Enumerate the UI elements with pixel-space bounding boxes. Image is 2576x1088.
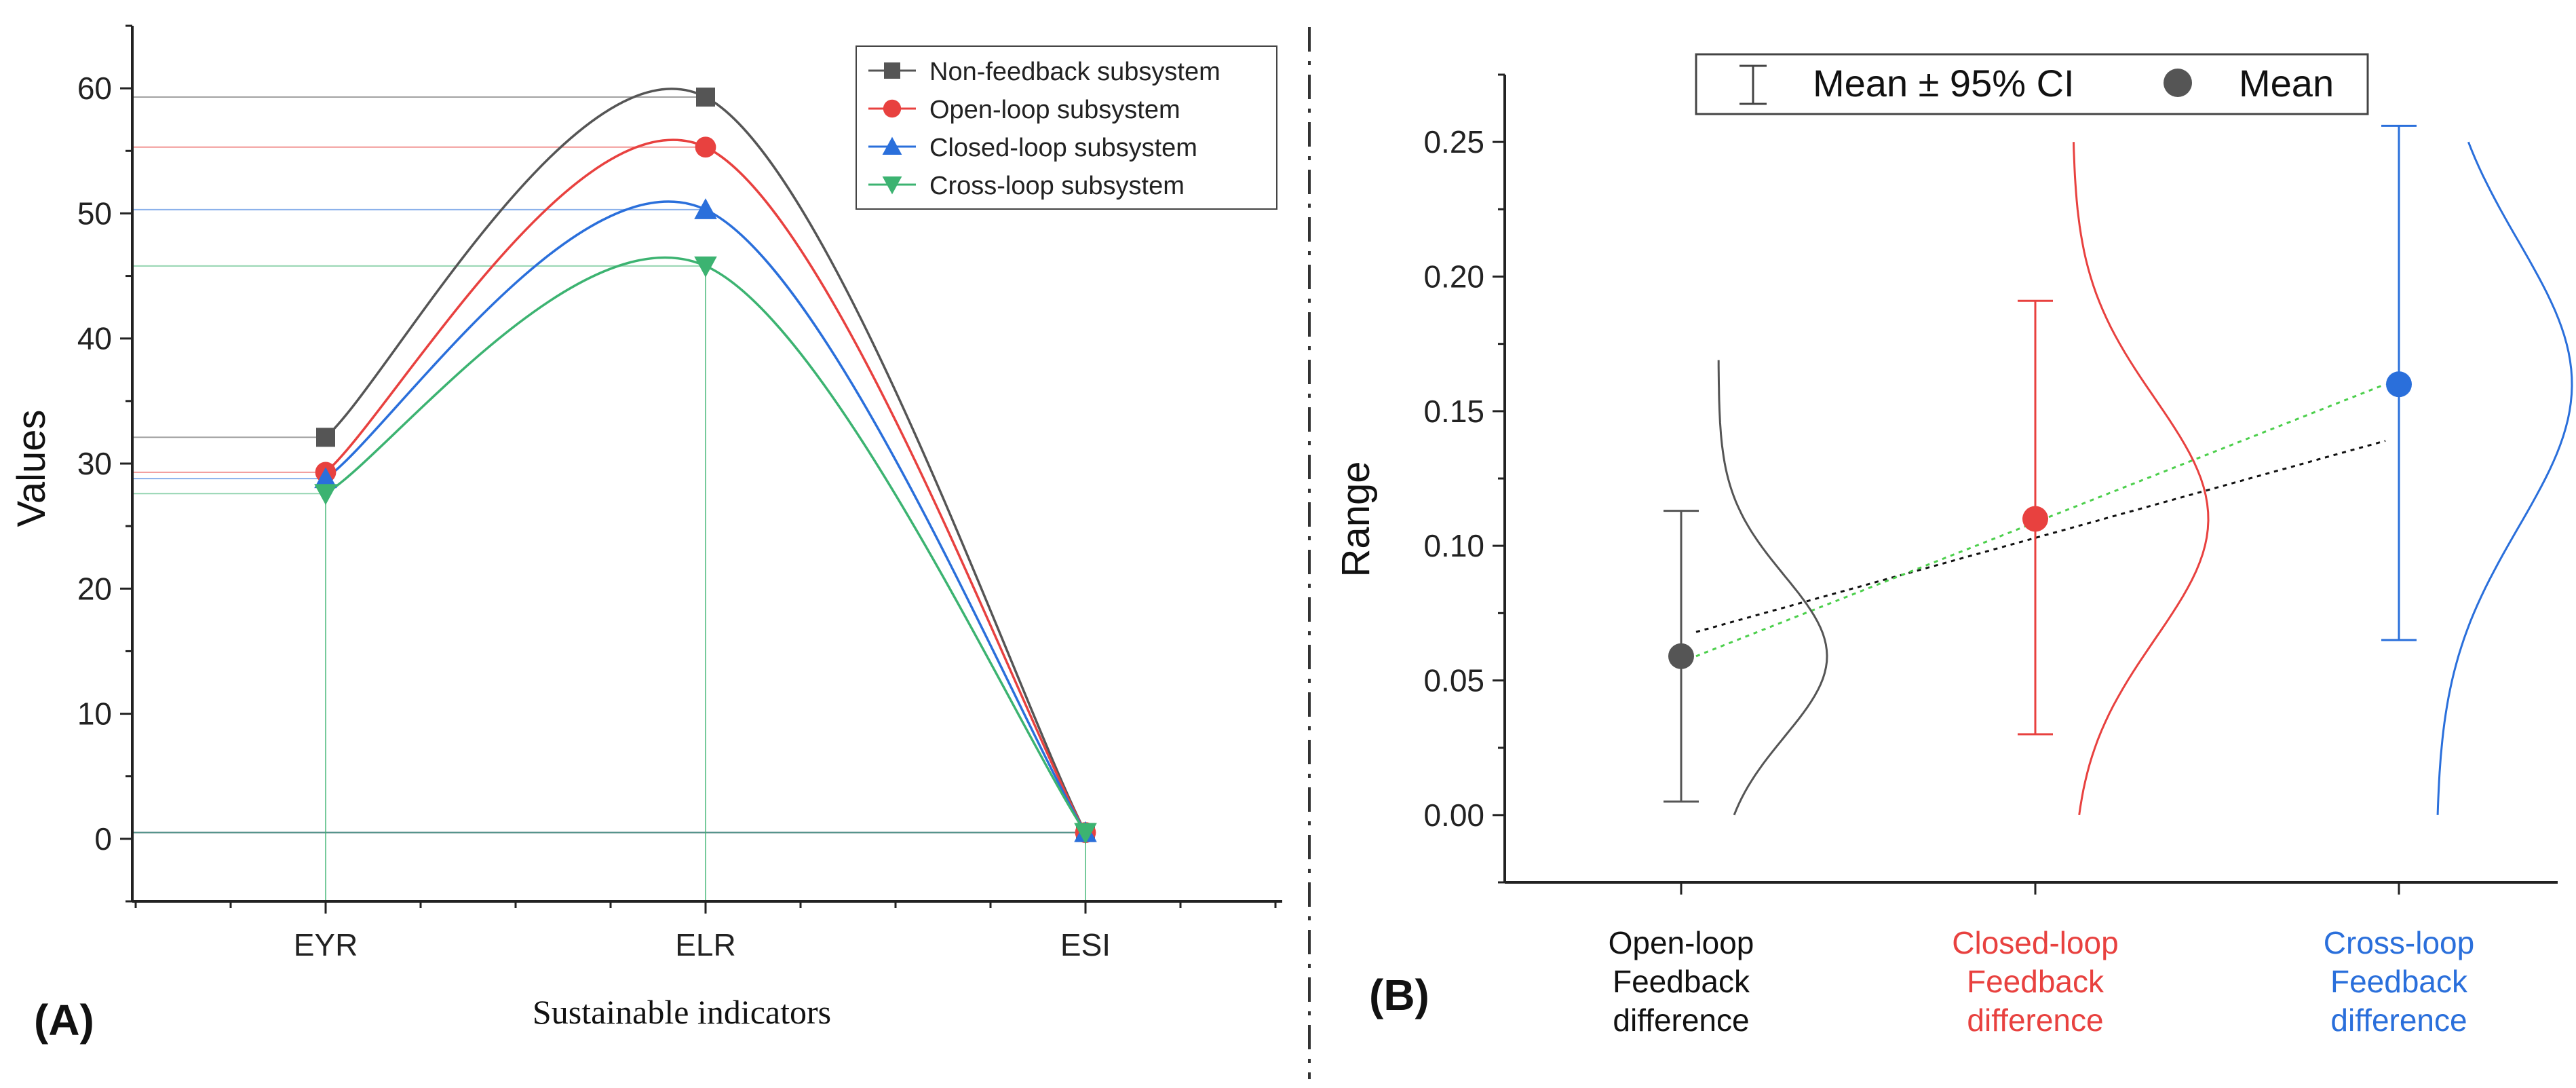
b-legend: Mean ± 95% CI Mean	[1695, 53, 2369, 115]
a-series-line-closed-loop-subsystem	[324, 200, 1087, 833]
a-legend-label-cross-loop-subsystem: Cross-loop subsystem	[929, 172, 1185, 200]
a-point-cross-loop-subsystem-esi	[1074, 823, 1097, 844]
a-x-tick-label: ELR	[675, 927, 735, 962]
b-legend-mean-label: Mean	[2239, 62, 2334, 105]
b-x-category-label-open-loop: Feedback	[1613, 964, 1750, 999]
a-x-tick-label: EYR	[294, 927, 358, 962]
a-legend-marker-closed-loop-subsystem	[882, 136, 902, 155]
a-axes: 0 10 20 30 40 50 60 EYR ELR ESI	[77, 24, 1282, 962]
b-x-category-label-closed-loop: Feedback	[1967, 964, 2104, 999]
b-y-tick-label: 0.05	[1423, 663, 1484, 698]
a-point-non-feedback-subsystem-elr	[696, 88, 715, 107]
b-distributions	[1717, 141, 2573, 816]
a-point-closed-loop-subsystem-elr	[694, 198, 717, 219]
b-distribution-curve-closed-loop	[2073, 142, 2210, 816]
a-y-axis-label: Values	[9, 409, 54, 527]
b-y-tick-label: 0.00	[1423, 798, 1484, 833]
b-x-category-label-closed-loop: Closed-loop	[1952, 925, 2118, 960]
b-means	[1668, 371, 2412, 669]
b-x-category-labels: Open-loopFeedbackdifferenceClosed-loopFe…	[1609, 925, 2475, 1038]
a-legend: Non-feedback subsystem Open-loop subsyste…	[856, 45, 1277, 210]
a-point-open-loop-subsystem-elr	[695, 136, 716, 158]
a-legend-label-closed-loop-subsystem: Closed-loop subsystem	[929, 134, 1197, 162]
b-mean-point-open-loop	[1668, 643, 1694, 669]
a-x-tick-label: ESI	[1060, 927, 1111, 962]
b-y-tick-label: 0.10	[1423, 528, 1484, 563]
b-y-tick-label: 0.15	[1423, 394, 1484, 429]
a-y-tick-label: 0	[94, 821, 112, 857]
b-legend-errorbar-label: Mean ± 95% CI	[1813, 62, 2075, 105]
a-y-tick-label: 20	[77, 571, 112, 606]
a-point-closed-loop-subsystem-eyr	[314, 467, 337, 489]
a-legend-label-open-loop-subsystem: Open-loop subsystem	[929, 96, 1180, 124]
b-x-category-label-cross-loop: Feedback	[2330, 964, 2468, 999]
a-x-axis-label: Sustainable indicators	[533, 993, 831, 1031]
a-legend-label-non-feedback-subsystem: Non-feedback subsystem	[929, 58, 1220, 86]
b-y-axis-label: Range	[1334, 462, 1378, 578]
a-markers	[314, 88, 1097, 844]
a-point-non-feedback-subsystem-eyr	[316, 428, 335, 447]
b-x-category-label-cross-loop: difference	[2330, 1002, 2467, 1038]
b-legend-mean-marker	[2164, 69, 2192, 97]
b-distribution-curve-open-loop	[1717, 360, 1828, 816]
b-y-tick-label: 0.25	[1423, 124, 1484, 160]
b-distribution-curve-cross-loop	[2436, 141, 2573, 815]
a-curves	[324, 88, 1087, 833]
panel-b: 0.00 0.05 0.10 0.15 0.20 0.25 Open-loop Feedba…	[1334, 53, 2573, 1038]
b-x-category-label-cross-loop: Cross-loop	[2324, 925, 2474, 960]
b-x-category-label-open-loop: difference	[1613, 1002, 1749, 1038]
a-series-line-cross-loop-subsystem	[325, 256, 1087, 833]
a-point-cross-loop-subsystem-elr	[694, 256, 717, 278]
a-series-line-non-feedback-subsystem	[324, 88, 1087, 833]
a-series-line-open-loop-subsystem	[324, 138, 1087, 833]
a-legend-marker-non-feedback-subsystem	[884, 62, 900, 79]
panel-label-b: (B)	[1369, 971, 1429, 1019]
b-y-tick-label: 0.20	[1423, 259, 1484, 295]
b-x-category-label-closed-loop: difference	[1967, 1002, 2103, 1038]
b-legend-box	[1695, 53, 2369, 115]
a-y-tick-label: 40	[77, 321, 112, 356]
a-guide-lines	[132, 96, 1086, 901]
a-y-tick-label: 50	[77, 195, 112, 231]
a-y-tick-label: 30	[77, 446, 112, 481]
panel-a: 0 10 20 30 40 50 60 EYR ELR ESI Non-feedback subs…	[9, 24, 1282, 1045]
a-point-cross-loop-subsystem-eyr	[314, 484, 337, 506]
b-mean-point-closed-loop	[2022, 506, 2048, 532]
b-mean-point-cross-loop	[2386, 371, 2412, 398]
b-x-category-label-open-loop: Open-loop	[1609, 925, 1754, 960]
a-legend-marker-open-loop-subsystem	[883, 99, 902, 118]
a-y-tick-label: 60	[77, 71, 112, 106]
a-legend-marker-cross-loop-subsystem	[882, 176, 902, 195]
b-axes: 0.00 0.05 0.10 0.15 0.20 0.25	[1423, 73, 2558, 895]
a-y-tick-label: 10	[77, 696, 112, 732]
panel-label-a: (A)	[34, 996, 94, 1045]
a-legend-box	[856, 45, 1277, 210]
